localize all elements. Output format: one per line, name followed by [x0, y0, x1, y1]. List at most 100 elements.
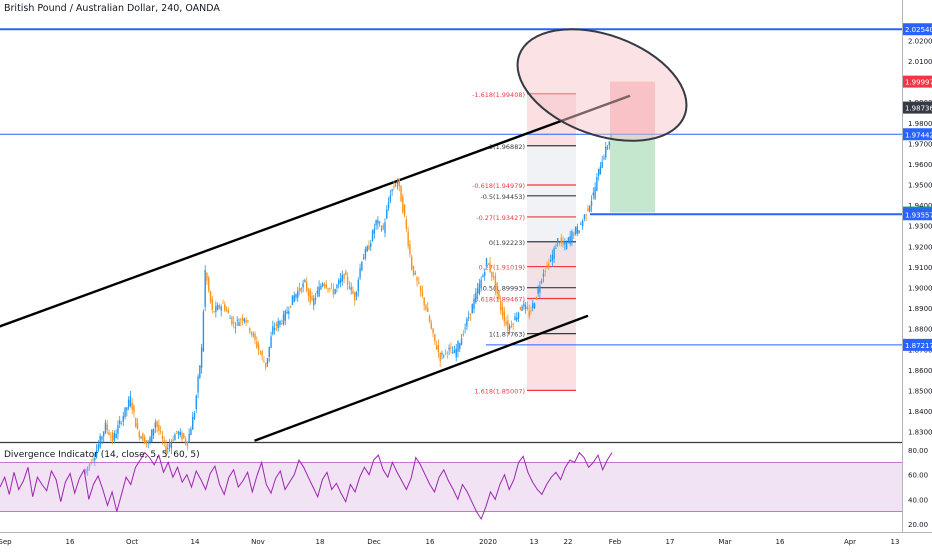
candle-body [291, 295, 294, 306]
candle-body [581, 220, 584, 226]
candle-body [220, 306, 222, 311]
candle-body [252, 334, 254, 336]
candle-body [145, 440, 148, 443]
price-tick-label: 2.02000 [908, 37, 932, 45]
candle-body [168, 444, 171, 448]
candle-body [231, 316, 233, 325]
indicator-tick-label: 60.00 [908, 472, 928, 480]
candles-group [85, 133, 612, 476]
candle-body [608, 141, 611, 146]
candle-body [188, 433, 190, 443]
candle-body [467, 316, 470, 318]
candle-body [451, 352, 454, 354]
price-tick-label: 1.94000 [908, 202, 932, 210]
candle-body [565, 242, 568, 249]
candle-body [133, 405, 135, 413]
price-label-box [903, 338, 932, 351]
candle-body [350, 287, 352, 290]
candle-body [592, 192, 595, 196]
fib-level-label: -1(1.96882) [487, 143, 525, 151]
candle-body [332, 288, 335, 295]
candle-body [571, 231, 573, 242]
candle-body [430, 322, 432, 329]
candle-body [548, 263, 550, 268]
candle-body [286, 311, 288, 314]
candle-body [282, 314, 285, 325]
candle-body [484, 271, 486, 276]
price-label-text: 2.02540 [905, 26, 932, 34]
candle-body [521, 306, 523, 311]
candle-body [354, 292, 356, 301]
candle-body [338, 280, 340, 285]
candle-body [88, 464, 91, 467]
candle-body [163, 440, 165, 442]
candle-body [305, 281, 308, 291]
candle-body [423, 297, 425, 306]
candle-body [425, 305, 427, 310]
candle-body [473, 298, 475, 309]
candle-body [225, 309, 228, 311]
candle-body [339, 278, 342, 283]
candle-body [553, 247, 555, 260]
candle-body [524, 305, 527, 310]
candle-body [469, 313, 472, 316]
candle-body [411, 256, 413, 270]
price-tick-label: 1.98000 [908, 120, 932, 128]
candle-body [195, 395, 197, 410]
candle-body [512, 323, 514, 326]
candle-body [460, 338, 463, 346]
candle-body [266, 358, 269, 364]
time-tick-label: 17 [666, 538, 675, 546]
fib-level-label: 0(1.92223) [489, 239, 525, 247]
candle-body [115, 433, 117, 438]
candle-body [172, 439, 174, 441]
candle-body [334, 289, 336, 294]
candle-body [366, 246, 368, 252]
chart-title: British Pound / Australian Dollar, 240, … [4, 3, 220, 14]
candle-body [439, 353, 441, 362]
candle-body [131, 402, 133, 410]
candle-body [265, 362, 267, 368]
time-tick-label: Nov [251, 538, 265, 546]
candle-body [341, 274, 343, 282]
candle-body [380, 229, 383, 230]
candle-body [523, 303, 525, 307]
time-tick-label: Apr [844, 538, 856, 546]
candle-body [277, 321, 279, 329]
candle-body [346, 276, 349, 285]
candle-body [448, 347, 450, 350]
candle-body [117, 425, 119, 434]
candle-body [218, 304, 221, 309]
candle-body [127, 399, 130, 408]
candle-body [355, 292, 358, 297]
candle-body [500, 300, 502, 311]
candle-body [159, 431, 162, 433]
indicator-band [0, 462, 902, 512]
candle-body [386, 209, 388, 219]
time-tick-label: 2020 [479, 538, 497, 546]
indicator-title: Divergence Indicator (14, close, 5, 5, 6… [4, 450, 200, 460]
candle-body [106, 424, 108, 430]
candle-body [149, 437, 151, 443]
ellipse-annotation [516, 28, 688, 142]
candle-body [261, 351, 263, 356]
candle-body [202, 311, 205, 352]
candle-body [437, 345, 440, 353]
candle-body [446, 352, 449, 354]
candle-body [578, 230, 580, 234]
candle-body [208, 277, 210, 291]
candle-body [546, 264, 548, 266]
fib-level-label: 0.5(1.89993) [483, 285, 525, 293]
candle-body [199, 365, 201, 378]
candle-body [126, 407, 128, 411]
candle-body [97, 444, 100, 451]
candle-body [241, 318, 244, 321]
fib-level-label: -0.27(1.93427) [476, 214, 525, 222]
candle-body [450, 347, 452, 349]
channel-line [0, 94, 631, 328]
candle-body [551, 254, 554, 262]
candle-body [357, 279, 359, 292]
candle-body [501, 307, 504, 316]
candle-body [485, 258, 488, 265]
